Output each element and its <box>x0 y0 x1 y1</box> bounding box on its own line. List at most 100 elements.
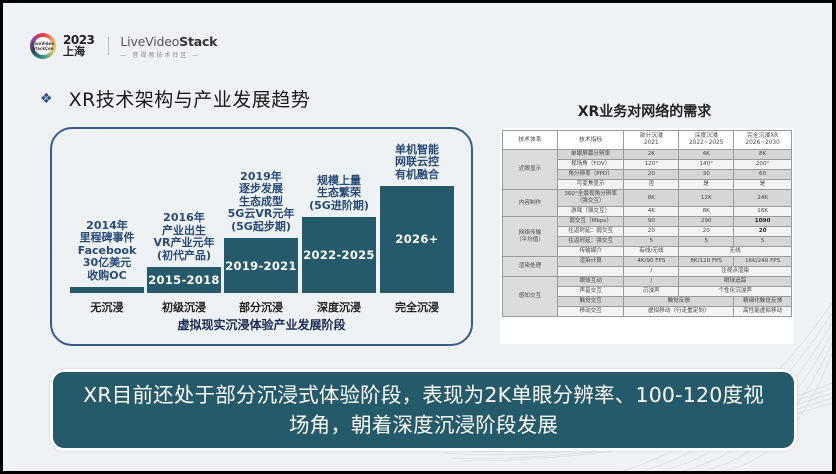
stage-bar: 2022-2025 <box>302 217 376 293</box>
table-row: 往返时延：弱交互 20 20 20 <box>503 226 792 237</box>
brand-subtitle: — 音视频技术社区 — <box>120 51 201 59</box>
stage-description: 单机智能 网联云控 有机融合 <box>395 142 439 181</box>
value-cell: 2K <box>623 149 680 160</box>
brand-prefix: LiveVideo <box>120 33 180 49</box>
value-cell: 8K/120 FPS <box>678 256 735 267</box>
metric-cell: 往返时延：弱交互 <box>556 226 625 237</box>
slide-title: ❖ XR技术架构与产业发展趋势 <box>40 85 310 112</box>
stage-no-immersion: 2014年 里程碑事件 Facebook 30亿美元 收购OC 无沉浸 <box>70 218 144 314</box>
brand-suffix: Stack <box>179 33 218 49</box>
value-cell: 注视点渲染 <box>678 266 792 277</box>
stage-label: 初级沉浸 <box>162 301 206 314</box>
value-cell: 20 <box>733 226 792 237</box>
table-row: 渲染处理 渲染计算 4K/90 FPS 8K/120 FPS 16K/240 F… <box>502 256 792 277</box>
logo-badge-text: LiveVideo StackCon <box>32 37 54 55</box>
value-cell: 精细化触觉反馈 <box>733 296 792 307</box>
group-cell: 网络传输 （平均值） <box>502 216 558 257</box>
table-row: 游戏（强交互） 4K 8K 16K <box>503 206 792 217</box>
stage-description: 2014年 里程碑事件 Facebook 30亿美元 收购OC <box>77 218 137 282</box>
metric-cell: 角分辨率（PPD） <box>556 169 625 180</box>
summary-message: XR目前还处于部分沉浸式体验阶段，表现为2K单眼分辨率、100-120度视场角，… <box>83 383 764 437</box>
metric-cell: 游戏（强交互） <box>556 206 625 217</box>
group-cell: 感知交互 <box>502 276 558 317</box>
value-cell: 290 <box>678 216 735 227</box>
network-table-title: XR业务对网络的需求 <box>577 104 712 120</box>
stage-label: 部分沉浸 <box>239 301 283 314</box>
header-cell: 技术指标 <box>556 130 625 150</box>
stage-bar: 2015-2018 <box>147 267 221 293</box>
value-cell: 12K <box>678 189 735 207</box>
table-row: 触觉交互 触觉反馈 精细化触觉反馈 <box>503 296 792 307</box>
stage-bar <box>70 287 144 293</box>
stage-bar: 2019-2021 <box>224 238 298 293</box>
value-cell: 24K <box>733 189 792 207</box>
value-cell: 5 <box>623 236 680 247</box>
table-row: 内容制作 360°全景视角分辨率（强交互） 8K 12K 24K <box>502 189 792 217</box>
stage-description: 2016年 产业出生 VR产业元年 (初代产品) <box>153 211 215 262</box>
summary-banner: XR目前还处于部分沉浸式体验阶段，表现为2K单眼分辨率、100-120度视场角，… <box>50 369 797 451</box>
stage-period: 2026+ <box>395 232 439 246</box>
value-cell: 20 <box>623 226 680 237</box>
metric-cell: 渲染计算 <box>556 256 625 267</box>
header-cell: 部分沉浸 2021 <box>623 130 680 150</box>
metric-cell <box>556 266 625 277</box>
group-cell: 近眼显示 <box>502 149 558 190</box>
metric-cell: 往返时延：强交互 <box>556 236 625 247</box>
value-cell: 个性化沉浸声 <box>678 286 792 297</box>
livevideostack-brand: LiveVideoStack — 音视频技术社区 — <box>120 34 217 59</box>
value-cell: 5 <box>678 236 735 247</box>
stage-description: 规模上量 生态繁荣 (5G进阶期) <box>309 173 369 212</box>
value-cell: 虚拟移动（行走重定向） <box>623 306 735 317</box>
event-year-city: 2023 上海 <box>63 33 95 58</box>
table-row: 可变焦显示 否 是 是 <box>503 179 792 190</box>
value-cell: 高性能虚拟移动 <box>733 306 792 317</box>
header-cell: 完全沉浸XR 2026~2030 <box>733 130 792 150</box>
value-cell: 4K <box>623 206 680 217</box>
stage-label: 无沉浸 <box>90 301 124 314</box>
header-cell: 技术体系 <box>502 130 558 150</box>
event-city: 上海 <box>63 45 85 58</box>
value-cell: 60 <box>733 169 792 180</box>
stage-label: 完全沉浸 <box>395 301 439 314</box>
metric-cell: 声音交互 <box>556 286 625 297</box>
value-cell: 有线/无线 <box>623 246 680 257</box>
value-cell: / <box>623 266 680 277</box>
value-cell: 否 <box>623 179 680 190</box>
stage-deep-immersion: 规模上量 生态繁荣 (5G进阶期) 2022-2025 深度沉浸 <box>302 173 376 314</box>
value-cell: 140° <box>678 159 735 170</box>
page-title: XR技术架构与产业发展趋势 <box>68 89 311 111</box>
header-cell: 深度沉浸 2022~2025 <box>678 130 735 150</box>
value-cell: 8K <box>678 206 735 217</box>
metric-cell: 视场角（FOV） <box>556 159 625 170</box>
event-year: 2023 <box>63 33 95 47</box>
metric-cell: 可变焦显示 <box>556 179 625 190</box>
value-cell: 90 <box>623 216 680 227</box>
stage-initial-immersion: 2016年 产业出生 VR产业元年 (初代产品) 2015-2018 初级沉浸 <box>147 211 221 314</box>
stage-label: 深度沉浸 <box>317 301 361 314</box>
value-cell: 1090 <box>733 216 792 227</box>
table-row: 网络传输 （平均值） 弱交互（Mbps） 90 290 1090 <box>502 216 792 257</box>
network-requirements-table: 技术体系 技术指标 部分沉浸 2021 深度沉浸 2022~2025 完全沉浸X… <box>500 128 794 344</box>
table-row: 感知交互 眼球互动 / 眼球追踪 <box>502 276 792 317</box>
metric-cell: 移动交互 <box>556 306 625 317</box>
slide: LiveVideo StackCon 2023 上海 LiveVideoStac… <box>3 3 832 471</box>
value-cell: 4K/90 FPS <box>623 256 680 267</box>
value-cell: 眼球追踪 <box>678 276 792 287</box>
value-cell: 触觉反馈 <box>623 296 735 307</box>
value-cell: 无线 <box>678 246 792 257</box>
table-row: 近眼显示 单眼屏幕分辨率 2K 4K 8K <box>502 149 792 190</box>
table-header-row: 技术体系 技术指标 部分沉浸 2021 深度沉浸 2022~2025 完全沉浸X… <box>502 130 792 150</box>
value-cell: 16K <box>733 206 792 217</box>
metric-cell: 眼球互动 <box>556 276 625 287</box>
table-row: 移动交互 虚拟移动（行走重定向） 高性能虚拟移动 <box>503 306 792 317</box>
value-cell: 是 <box>678 179 735 190</box>
stage-full-immersion: 单机智能 网联云控 有机融合 2026+ 完全沉浸 <box>380 142 454 314</box>
value-cell: 沉浸声 <box>623 286 680 297</box>
industry-stages-panel: 2014年 里程碑事件 Facebook 30亿美元 收购OC 无沉浸 2016… <box>50 127 473 346</box>
metric-cell: 弱交互（Mbps） <box>556 216 625 227</box>
conference-logo: LiveVideo StackCon 2023 上海 LiveVideoStac… <box>30 33 217 59</box>
value-cell: / <box>623 276 680 287</box>
value-cell: 120° <box>623 159 680 170</box>
stage-description: 2019年 逐步发展 生态成型 5G云VR元年 (5G起步期) <box>227 169 295 233</box>
value-cell: 是 <box>733 179 792 190</box>
